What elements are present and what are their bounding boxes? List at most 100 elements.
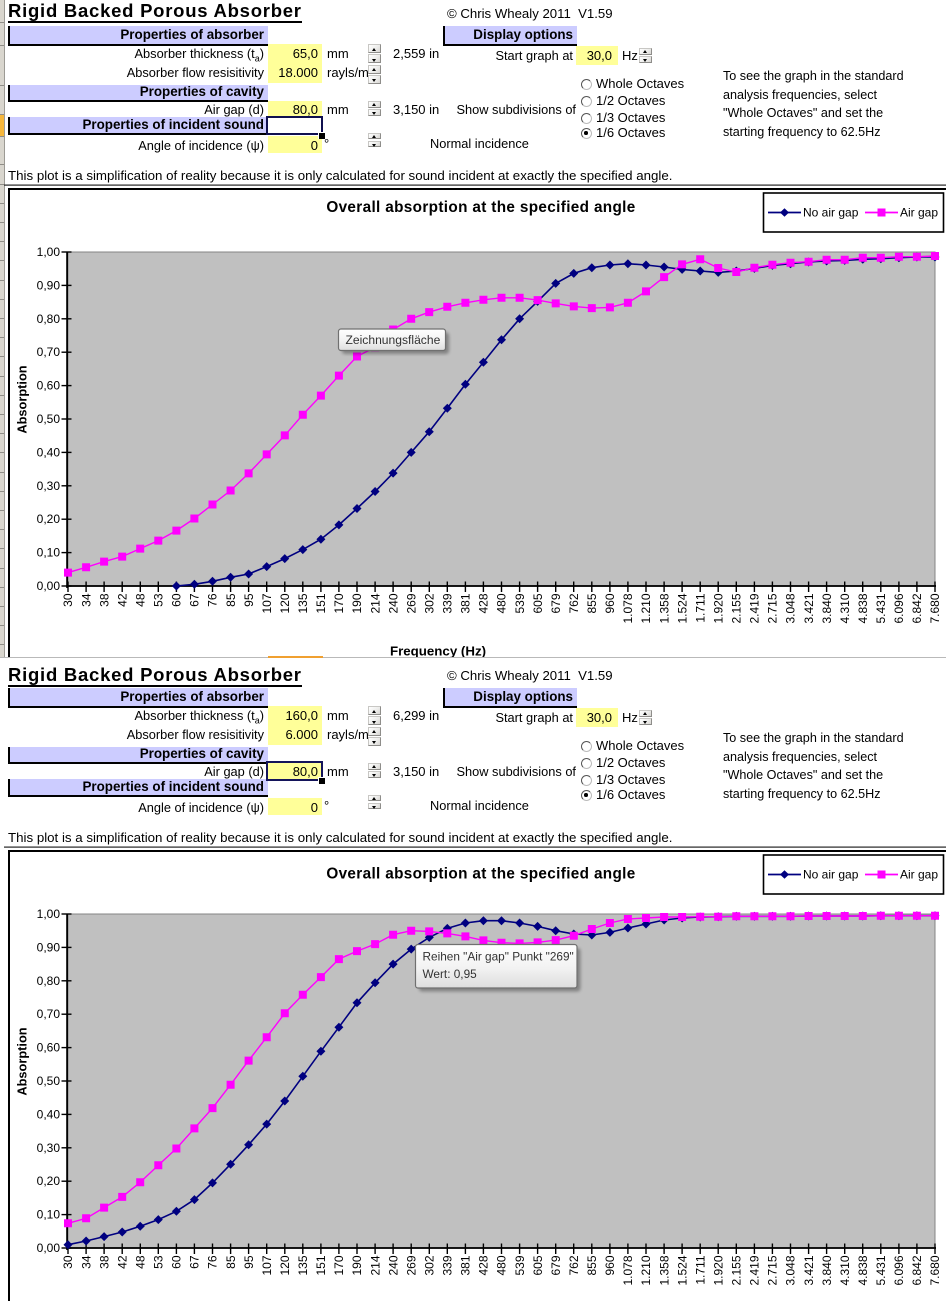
svg-text:34: 34 <box>79 1255 93 1269</box>
svg-text:1.210: 1.210 <box>639 593 653 623</box>
svg-text:53: 53 <box>152 593 166 607</box>
svg-text:2.715: 2.715 <box>766 1255 780 1285</box>
svg-text:302: 302 <box>422 1255 436 1275</box>
svg-text:170: 170 <box>332 593 346 613</box>
svg-text:53: 53 <box>152 1255 166 1269</box>
svg-text:762: 762 <box>567 593 581 613</box>
svg-text:Air gap: Air gap <box>900 867 938 881</box>
svg-text:679: 679 <box>549 593 563 613</box>
svg-text:3.840: 3.840 <box>820 1255 834 1285</box>
svg-text:302: 302 <box>422 593 436 613</box>
svg-text:120: 120 <box>278 593 292 613</box>
svg-text:381: 381 <box>459 593 473 613</box>
svg-text:762: 762 <box>567 1255 581 1275</box>
svg-text:This plot is a simplification: This plot is a simplification of reality… <box>8 168 672 183</box>
svg-text:0,10: 0,10 <box>37 545 61 559</box>
svg-text:3.048: 3.048 <box>784 593 798 623</box>
svg-text:Absorption: Absorption <box>15 1027 30 1095</box>
svg-text:42: 42 <box>115 593 129 607</box>
svg-text:960: 960 <box>603 1255 617 1275</box>
svg-text:1.920: 1.920 <box>712 593 726 623</box>
svg-text:Zeichnungsfläche: Zeichnungsfläche <box>346 333 441 347</box>
svg-text:3.048: 3.048 <box>784 1255 798 1285</box>
svg-text:151: 151 <box>314 1255 328 1275</box>
svg-text:480: 480 <box>495 593 509 613</box>
svg-text:539: 539 <box>513 1255 527 1275</box>
svg-text:0,20: 0,20 <box>37 512 61 526</box>
svg-text:60: 60 <box>170 593 184 607</box>
svg-text:Reihen "Air gap" Punkt "269": Reihen "Air gap" Punkt "269" <box>423 949 574 963</box>
svg-text:2.155: 2.155 <box>730 593 744 623</box>
svg-text:2.419: 2.419 <box>748 1255 762 1285</box>
svg-text:Overall absorption at the spec: Overall absorption at the specified angl… <box>326 199 635 216</box>
svg-text:135: 135 <box>296 593 310 613</box>
svg-text:60: 60 <box>170 1255 184 1269</box>
svg-text:605: 605 <box>531 1255 545 1275</box>
svg-text:38: 38 <box>97 593 111 607</box>
svg-text:0,00: 0,00 <box>37 579 61 593</box>
svg-text:679: 679 <box>549 1255 563 1275</box>
svg-text:1.711: 1.711 <box>693 593 707 622</box>
svg-text:Absorption: Absorption <box>15 365 30 433</box>
svg-text:0,30: 0,30 <box>37 1140 61 1154</box>
svg-text:1.524: 1.524 <box>675 593 689 623</box>
svg-text:1.358: 1.358 <box>657 593 671 623</box>
svg-text:67: 67 <box>188 593 202 607</box>
svg-text:1,00: 1,00 <box>37 245 61 259</box>
svg-text:6.842: 6.842 <box>910 593 924 623</box>
svg-text:Wert: 0,95: Wert: 0,95 <box>423 967 478 981</box>
svg-text:0,60: 0,60 <box>37 1040 61 1054</box>
svg-text:76: 76 <box>206 1255 220 1269</box>
svg-text:4.310: 4.310 <box>838 1255 852 1285</box>
svg-text:855: 855 <box>585 593 599 613</box>
svg-text:0,10: 0,10 <box>37 1207 61 1221</box>
svg-text:269: 269 <box>404 593 418 613</box>
svg-text:67: 67 <box>188 1255 202 1269</box>
svg-text:480: 480 <box>495 1255 509 1275</box>
svg-text:0,40: 0,40 <box>37 445 61 459</box>
svg-text:1.524: 1.524 <box>675 1255 689 1285</box>
svg-text:7.680: 7.680 <box>928 593 942 623</box>
svg-text:6.096: 6.096 <box>892 593 906 623</box>
svg-text:960: 960 <box>603 593 617 613</box>
svg-text:605: 605 <box>531 593 545 613</box>
svg-text:0,50: 0,50 <box>37 412 61 426</box>
svg-text:5.431: 5.431 <box>874 1255 888 1285</box>
svg-text:30: 30 <box>61 593 75 607</box>
svg-text:4.310: 4.310 <box>838 593 852 623</box>
svg-text:1,00: 1,00 <box>37 907 61 921</box>
svg-text:95: 95 <box>242 1255 256 1269</box>
svg-text:240: 240 <box>386 1255 400 1275</box>
svg-text:Overall absorption at the spec: Overall absorption at the specified angl… <box>326 865 635 882</box>
svg-text:76: 76 <box>206 593 220 607</box>
svg-text:48: 48 <box>133 1255 147 1269</box>
svg-text:2.419: 2.419 <box>748 593 762 623</box>
svg-text:1.711: 1.711 <box>693 1255 707 1284</box>
svg-text:428: 428 <box>477 1255 491 1275</box>
svg-text:190: 190 <box>350 1255 364 1275</box>
svg-text:1.078: 1.078 <box>621 593 635 623</box>
svg-text:38: 38 <box>97 1255 111 1269</box>
svg-text:85: 85 <box>224 1255 238 1269</box>
svg-text:214: 214 <box>368 1255 382 1275</box>
svg-text:107: 107 <box>260 1255 274 1275</box>
svg-text:No air gap: No air gap <box>803 205 859 219</box>
svg-text:0,80: 0,80 <box>37 973 61 987</box>
svg-text:85: 85 <box>224 593 238 607</box>
svg-text:0,70: 0,70 <box>37 1007 61 1021</box>
svg-text:190: 190 <box>350 593 364 613</box>
svg-text:4.838: 4.838 <box>856 593 870 623</box>
svg-text:0,70: 0,70 <box>37 345 61 359</box>
svg-text:0,00: 0,00 <box>37 1241 61 1255</box>
svg-text:7.680: 7.680 <box>928 1255 942 1285</box>
svg-text:120: 120 <box>278 1255 292 1275</box>
svg-text:42: 42 <box>115 1255 129 1269</box>
svg-text:1.078: 1.078 <box>621 1255 635 1285</box>
svg-text:Air gap: Air gap <box>900 205 938 219</box>
svg-text:135: 135 <box>296 1255 310 1275</box>
svg-text:6.842: 6.842 <box>910 1255 924 1285</box>
svg-text:0,60: 0,60 <box>37 378 61 392</box>
svg-text:No air gap: No air gap <box>803 867 859 881</box>
svg-text:34: 34 <box>79 593 93 607</box>
svg-text:855: 855 <box>585 1255 599 1275</box>
